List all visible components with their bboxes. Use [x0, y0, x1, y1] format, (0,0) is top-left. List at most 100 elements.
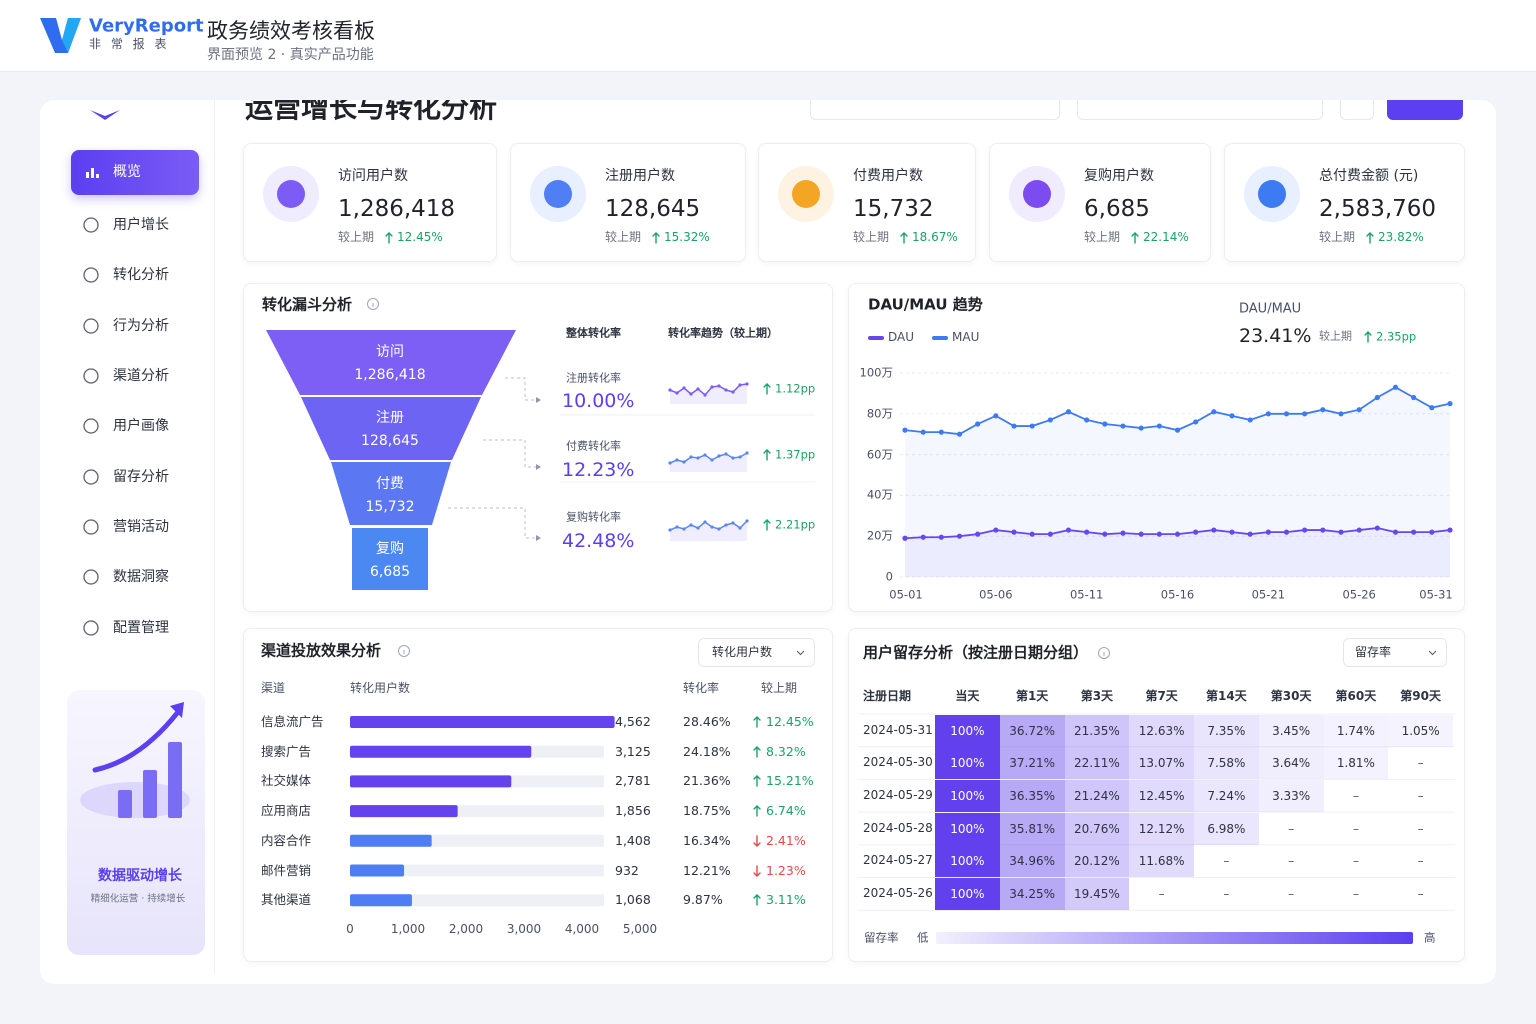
menu-label[interactable]: 用户画像	[113, 417, 169, 434]
kpi-value: 23.41%	[1239, 325, 1312, 348]
retention-cell: 22.11%	[1064, 747, 1130, 780]
x-tick-label: 4,000	[564, 922, 600, 937]
value-label: 1,068	[615, 892, 651, 907]
menu-label[interactable]: 营销活动	[113, 518, 169, 535]
legend-label: DAU	[888, 330, 915, 345]
rate-change: 1.12pp	[775, 381, 816, 396]
promo-title: 数据驱动增长	[98, 867, 182, 884]
chevron	[1428, 650, 1437, 656]
brand: VeryReport	[89, 15, 204, 37]
retention-cell: 20.12%	[1064, 845, 1130, 878]
kpi-change: 23.82%	[1378, 230, 1424, 245]
dropdown[interactable]	[698, 638, 815, 667]
channel-name: 内容合作	[261, 832, 312, 848]
chevron	[796, 650, 805, 656]
channel-name: 社交媒体	[261, 773, 312, 789]
retention-cell: 100%	[935, 747, 1000, 780]
retention-cell: 21.35%	[1064, 714, 1130, 747]
rate-value: 12.23%	[562, 459, 635, 482]
trend-arrow	[753, 894, 761, 906]
change: 8.32%	[766, 743, 806, 759]
retention-cell: 100%	[935, 845, 1000, 878]
kpi-label: DAU/MAU	[1239, 301, 1302, 317]
retention-cell: –	[1417, 756, 1424, 771]
rate-label: 注册转化率	[566, 371, 621, 385]
column-header: 第90天	[1400, 689, 1441, 704]
retention-cell: 37.21%	[999, 747, 1065, 780]
retention-cell: 100%	[935, 878, 1000, 910]
title-clip: 运营增长与转化分析	[245, 100, 645, 122]
trend-arrow	[763, 519, 771, 531]
retention-cell: –	[1223, 887, 1230, 901]
y-tick-label: 0	[885, 569, 893, 584]
menu-label[interactable]: 配置管理	[113, 619, 169, 636]
menu-label[interactable]: 概览	[113, 163, 141, 180]
info-circle	[398, 645, 410, 657]
info-circle	[367, 298, 379, 310]
retention-cell: 34.96%	[999, 845, 1065, 878]
channel-panel	[243, 628, 833, 962]
dropdown-label[interactable]: 留存率	[1355, 645, 1392, 660]
y-tick-label: 60万	[866, 446, 893, 461]
arrow-icon	[1131, 232, 1139, 244]
trend-arrow	[753, 775, 761, 788]
menu-label[interactable]: 用户增长	[113, 216, 169, 233]
column-header: 转化率趋势（较上期）	[668, 326, 778, 340]
retention-cell: 36.35%	[999, 779, 1065, 812]
retention-cell: –	[1417, 854, 1424, 869]
column-header: 渠道	[261, 681, 286, 696]
channel-name: 搜索广告	[261, 743, 312, 759]
kpi-compare: 较上期	[853, 230, 890, 245]
info-icon	[367, 298, 379, 310]
stage-value: 1,286,418	[354, 366, 426, 383]
retention-cell: 100%	[935, 714, 1000, 747]
x-tick-label: 2,000	[448, 922, 484, 937]
rate: 9.87%	[683, 892, 723, 907]
change: 12.45%	[766, 713, 814, 729]
dau-mau-panel	[848, 283, 1465, 612]
arrow-icon	[385, 232, 393, 244]
y-tick-label: 40万	[866, 487, 893, 502]
retention-cell: 100%	[935, 812, 1000, 845]
dropdown-label[interactable]: 转化用户数	[712, 645, 773, 660]
panel-title: DAU/MAU 趋势	[868, 295, 983, 314]
date-cell: 2024-05-31	[863, 722, 933, 737]
legend-gradient	[936, 932, 1413, 944]
header-select	[1340, 100, 1374, 120]
x-tick-label: 3,000	[506, 922, 542, 937]
menu-label[interactable]: 转化分析	[113, 266, 169, 283]
stage-name: 访问	[376, 343, 404, 360]
menu-label[interactable]: 数据洞察	[113, 568, 169, 585]
trend-arrow	[753, 716, 761, 728]
kpi-change: 15.32%	[664, 230, 710, 245]
trend-arrow	[1131, 232, 1139, 244]
rate-value: 42.48%	[562, 530, 635, 553]
x-tick-label: 1,000	[390, 922, 426, 937]
column-header: 转化率	[683, 681, 720, 696]
channel-name: 信息流广告	[261, 713, 324, 729]
kpi-compare: 较上期	[1084, 230, 1121, 245]
menu-label[interactable]: 渠道分析	[113, 367, 169, 384]
retention-cell: 7.24%	[1194, 779, 1259, 812]
trend-arrow	[753, 864, 761, 877]
top-header	[0, 0, 1536, 72]
rate: 16.34%	[683, 832, 731, 848]
kpi-label: 总付费金额 (元)	[1319, 167, 1419, 184]
retention-cell: 100%	[935, 779, 1000, 812]
value-label: 2,781	[615, 773, 651, 789]
arrow-icon	[753, 894, 761, 906]
retention-cell: –	[1288, 854, 1295, 869]
menu-label[interactable]: 留存分析	[113, 468, 169, 485]
retention-cell: 7.35%	[1194, 714, 1259, 747]
trend-arrow	[753, 835, 761, 847]
date-cell: 2024-05-28	[863, 820, 933, 835]
change: 2.41%	[766, 832, 806, 848]
kpi-label: 注册用户数	[605, 167, 675, 184]
kpi-change: 2.35pp	[1376, 329, 1417, 344]
info-circle	[1098, 647, 1110, 659]
rate: 28.46%	[683, 713, 731, 729]
retention-cell: –	[1417, 887, 1424, 901]
menu-label[interactable]: 行为分析	[113, 317, 169, 334]
change: 15.21%	[766, 773, 814, 789]
